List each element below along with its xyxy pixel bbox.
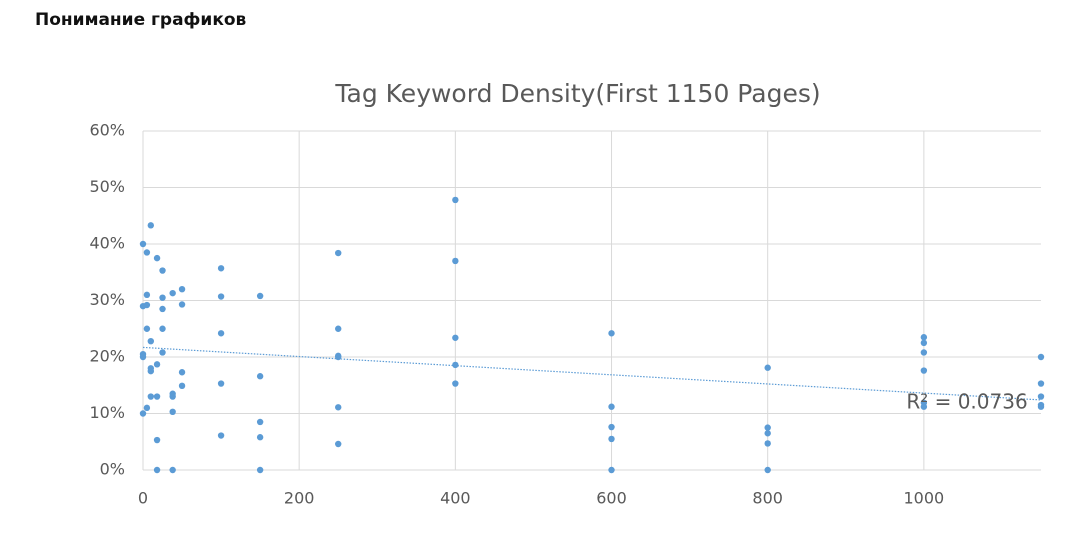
- data-point: [920, 339, 928, 347]
- data-point: [452, 334, 459, 341]
- data-point: [147, 337, 155, 345]
- data-point: [608, 403, 615, 410]
- data-point: [452, 257, 459, 265]
- data-point: [920, 403, 928, 410]
- x-tick-label: 600: [596, 489, 627, 508]
- data-point: [764, 364, 771, 371]
- y-tick-label: 60%: [89, 121, 125, 140]
- y-tick-label: 40%: [89, 234, 125, 253]
- data-point: [1037, 403, 1045, 410]
- data-point: [920, 334, 928, 341]
- data-point: [178, 382, 186, 390]
- data-point: [169, 466, 176, 474]
- data-point: [335, 353, 342, 361]
- data-point: [764, 430, 771, 437]
- y-tick-label: 20%: [89, 347, 125, 366]
- data-point: [217, 265, 225, 272]
- data-point: [764, 466, 771, 474]
- data-point: [335, 440, 342, 448]
- data-point: [143, 404, 151, 412]
- data-point: [159, 267, 166, 274]
- data-point: [608, 435, 615, 443]
- data-point: [169, 408, 176, 416]
- data-point: [178, 301, 186, 308]
- data-point: [153, 254, 161, 262]
- data-point: [1037, 380, 1045, 387]
- data-point: [256, 373, 264, 380]
- y-tick-label: 10%: [89, 403, 125, 422]
- data-point: [153, 436, 161, 444]
- data-point: [256, 292, 264, 300]
- data-point: [159, 305, 166, 313]
- data-point: [608, 466, 615, 474]
- x-tick-label: 400: [440, 489, 471, 508]
- data-point: [153, 393, 161, 400]
- data-point: [159, 294, 166, 301]
- data-point: [920, 349, 928, 356]
- data-point: [143, 291, 151, 299]
- data-point: [217, 432, 225, 439]
- data-point: [159, 325, 166, 332]
- data-point: [147, 222, 155, 229]
- data-point: [169, 289, 176, 297]
- r-squared-annotation: R² = 0.0736: [906, 390, 1027, 414]
- data-point: [335, 325, 342, 332]
- data-point: [608, 423, 615, 431]
- chart-title: Tag Keyword Density(First 1150 Pages): [334, 79, 820, 108]
- y-tick-label: 0%: [100, 460, 125, 479]
- data-point: [147, 367, 155, 375]
- data-point: [764, 440, 771, 447]
- data-point: [147, 393, 155, 400]
- x-tick-label: 200: [284, 489, 315, 508]
- y-tick-label: 50%: [89, 177, 125, 196]
- data-point: [143, 301, 151, 309]
- data-point: [764, 424, 771, 431]
- data-point: [159, 349, 166, 356]
- data-point: [153, 361, 161, 368]
- data-point: [217, 293, 225, 300]
- y-tick-label: 30%: [89, 290, 125, 309]
- data-point: [1037, 393, 1045, 400]
- data-point: [452, 361, 459, 369]
- page-header: Понимание графиков: [35, 10, 247, 30]
- data-point: [217, 380, 225, 387]
- data-point: [143, 325, 151, 332]
- data-point: [920, 367, 928, 374]
- x-tick-label: 0: [138, 489, 148, 508]
- data-point: [139, 410, 147, 417]
- data-point: [1037, 353, 1045, 361]
- data-point: [452, 380, 459, 387]
- data-point: [217, 330, 225, 337]
- data-point: [256, 434, 264, 441]
- data-point: [335, 404, 342, 411]
- data-point: [153, 466, 161, 474]
- data-point: [256, 418, 264, 426]
- x-tick-label: 800: [752, 489, 783, 508]
- data-point: [452, 196, 459, 204]
- data-point: [178, 286, 186, 293]
- data-point: [608, 330, 615, 337]
- data-point: [143, 249, 151, 256]
- x-tick-label: 1000: [904, 489, 945, 508]
- data-point: [256, 466, 264, 474]
- data-point: [139, 353, 147, 361]
- data-point: [335, 249, 342, 257]
- data-point: [139, 240, 147, 248]
- data-point: [178, 369, 186, 376]
- data-point: [169, 393, 176, 400]
